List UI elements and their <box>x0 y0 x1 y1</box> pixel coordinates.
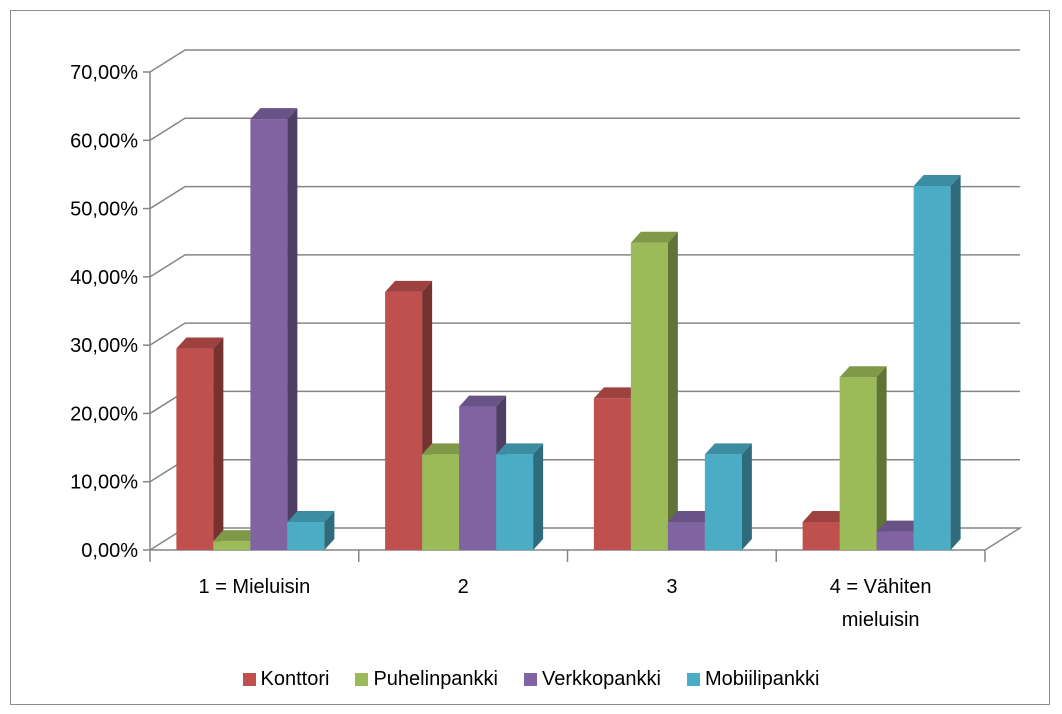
bar <box>287 511 335 550</box>
y-tick-label: 70,00% <box>70 62 138 84</box>
gridline <box>149 322 1020 346</box>
bar-top <box>630 231 678 243</box>
bar-front <box>176 348 214 550</box>
gridlines <box>149 49 1020 483</box>
bar-front <box>802 522 840 550</box>
legend-swatch <box>524 673 537 686</box>
legend-label: Verkkopankki <box>542 668 661 690</box>
legend-label: Puhelinpankki <box>373 668 498 690</box>
bar <box>496 443 544 550</box>
x-tick-label: 2 <box>458 576 469 598</box>
bar-side <box>741 443 752 550</box>
bar-top <box>176 337 224 349</box>
gridline <box>149 185 1020 210</box>
bar-front <box>913 186 951 550</box>
bar-top <box>422 443 470 455</box>
legend-item: Konttori <box>242 668 330 691</box>
x-axis: 1 = Mieluisin 2 3 4 = Vähiten mieluisin <box>149 550 986 631</box>
x-tick-label: 3 <box>666 576 677 598</box>
bar-top <box>839 366 887 378</box>
bars <box>176 108 961 551</box>
bar-top <box>593 387 641 399</box>
bar-front <box>213 541 251 550</box>
bar-front <box>593 398 631 550</box>
legend-item: Mobiilipankki <box>686 668 820 691</box>
y-axis: 0,00% 10,00% 20,00% 30,00% 40,00% 50,00% 60,00… <box>70 62 150 562</box>
bar-front <box>496 454 534 550</box>
legend-swatch <box>355 673 369 686</box>
x-tick-label: 4 = Vähiten mieluisin <box>830 576 932 631</box>
bar-front <box>250 119 288 551</box>
bar <box>250 108 298 551</box>
bar-front <box>667 522 705 550</box>
bar <box>913 175 961 550</box>
legend-item: Verkkopankki <box>524 668 661 691</box>
bar-side <box>876 366 887 550</box>
legend: Konttori Puhelinpankki Verkkopankki Mobiili… <box>0 668 1062 692</box>
bar-side <box>950 175 961 550</box>
legend-item: Puhelinpankki <box>355 668 498 691</box>
y-tick-label: 20,00% <box>70 403 138 425</box>
bar-front <box>385 291 423 550</box>
bar-front <box>287 522 325 550</box>
bar-top <box>496 443 544 455</box>
bar-top <box>704 443 752 455</box>
bar-top <box>802 511 850 523</box>
bar-top <box>250 108 298 120</box>
y-tick-label: 30,00% <box>70 335 138 357</box>
bar-top <box>667 511 715 523</box>
gridline <box>149 49 1020 73</box>
bar-front <box>704 454 742 550</box>
bar <box>704 443 752 550</box>
y-tick-label: 0,00% <box>81 540 138 562</box>
y-tick-label: 10,00% <box>70 472 138 494</box>
legend-label: Konttori <box>260 668 330 690</box>
bar <box>630 231 678 550</box>
gridline <box>149 254 1020 278</box>
bar-top <box>385 280 433 292</box>
y-tick-label: 40,00% <box>70 267 138 289</box>
y-tick-label: 50,00% <box>70 199 138 221</box>
bar-top <box>913 175 961 187</box>
bar-front <box>422 454 460 550</box>
bar-front <box>876 531 914 550</box>
bar-top <box>459 395 507 407</box>
bar-side <box>324 511 335 550</box>
bar <box>422 443 470 550</box>
bar-front <box>630 242 668 550</box>
bar-side <box>533 443 544 550</box>
bar-side <box>667 231 678 550</box>
legend-swatch <box>686 673 700 686</box>
bar-top <box>876 520 924 532</box>
bar-top <box>287 511 335 523</box>
legend-label: Mobiilipankki <box>704 668 820 690</box>
gridline <box>149 117 1020 141</box>
bar <box>839 366 887 550</box>
bar-front <box>459 406 497 550</box>
bar-front <box>839 377 877 550</box>
legend-swatch <box>242 673 256 686</box>
x-tick-label: 1 = Mieluisin <box>199 576 311 598</box>
bar-side <box>213 337 224 550</box>
bar-side <box>287 108 298 551</box>
bar-top <box>213 530 261 542</box>
y-tick-label: 60,00% <box>70 130 138 152</box>
bar <box>176 337 224 550</box>
